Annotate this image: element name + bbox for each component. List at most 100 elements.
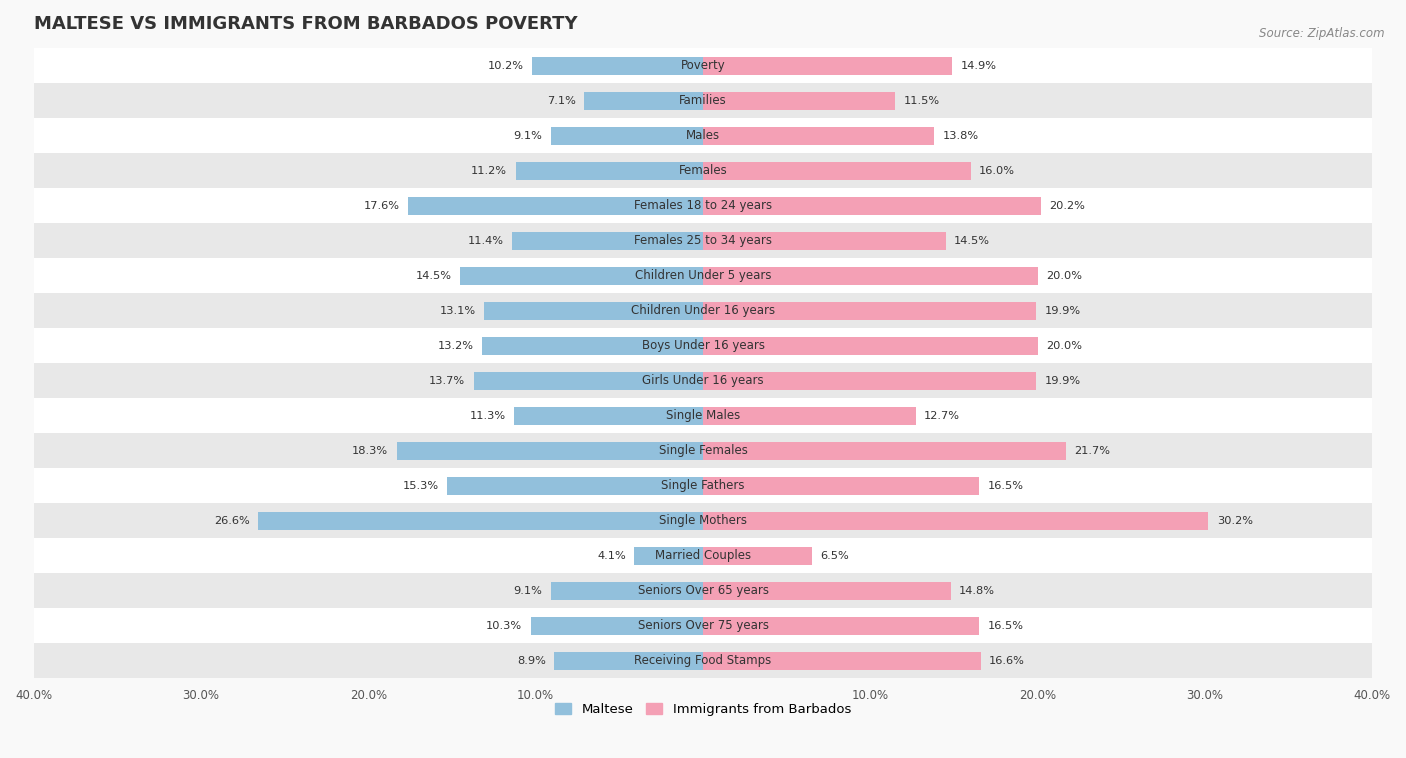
- Text: 16.0%: 16.0%: [979, 166, 1015, 176]
- Bar: [513, 407, 703, 424]
- Text: 11.3%: 11.3%: [470, 411, 506, 421]
- Bar: [34, 609, 1372, 644]
- Text: Males: Males: [686, 130, 720, 143]
- Bar: [703, 267, 1038, 285]
- Bar: [34, 224, 1372, 258]
- Bar: [703, 197, 1040, 215]
- Bar: [34, 153, 1372, 189]
- Text: Boys Under 16 years: Boys Under 16 years: [641, 340, 765, 352]
- Text: Females 25 to 34 years: Females 25 to 34 years: [634, 234, 772, 247]
- Bar: [703, 302, 1036, 320]
- Text: 16.6%: 16.6%: [990, 656, 1025, 666]
- Bar: [554, 652, 703, 669]
- Bar: [34, 399, 1372, 434]
- Text: 20.0%: 20.0%: [1046, 271, 1083, 281]
- Bar: [703, 127, 934, 145]
- Bar: [409, 197, 703, 215]
- Bar: [34, 293, 1372, 328]
- Text: Children Under 5 years: Children Under 5 years: [634, 269, 772, 283]
- Bar: [530, 617, 703, 634]
- Text: 13.1%: 13.1%: [439, 306, 475, 316]
- Bar: [703, 512, 1208, 530]
- Bar: [703, 617, 979, 634]
- Text: Females 18 to 24 years: Females 18 to 24 years: [634, 199, 772, 212]
- Bar: [703, 162, 970, 180]
- Text: 4.1%: 4.1%: [598, 551, 626, 561]
- Text: 16.5%: 16.5%: [987, 481, 1024, 491]
- Bar: [484, 302, 703, 320]
- Bar: [34, 573, 1372, 609]
- Text: Married Couples: Married Couples: [655, 550, 751, 562]
- Bar: [34, 363, 1372, 399]
- Text: 14.9%: 14.9%: [960, 61, 997, 71]
- Bar: [257, 512, 703, 530]
- Text: Seniors Over 65 years: Seniors Over 65 years: [637, 584, 769, 597]
- Bar: [583, 92, 703, 110]
- Bar: [396, 442, 703, 459]
- Text: 18.3%: 18.3%: [353, 446, 388, 456]
- Text: 10.3%: 10.3%: [486, 621, 522, 631]
- Text: 11.5%: 11.5%: [904, 96, 941, 106]
- Bar: [634, 547, 703, 565]
- Bar: [460, 267, 703, 285]
- Text: 20.0%: 20.0%: [1046, 341, 1083, 351]
- Text: Children Under 16 years: Children Under 16 years: [631, 305, 775, 318]
- Bar: [34, 434, 1372, 468]
- Bar: [34, 258, 1372, 293]
- Text: Families: Families: [679, 95, 727, 108]
- Text: 20.2%: 20.2%: [1049, 201, 1085, 211]
- Legend: Maltese, Immigrants from Barbados: Maltese, Immigrants from Barbados: [555, 703, 851, 716]
- Text: 12.7%: 12.7%: [924, 411, 960, 421]
- Bar: [703, 372, 1036, 390]
- Bar: [474, 372, 703, 390]
- Bar: [34, 503, 1372, 538]
- Text: 14.5%: 14.5%: [955, 236, 990, 246]
- Text: 13.8%: 13.8%: [942, 131, 979, 141]
- Bar: [551, 582, 703, 600]
- Text: Single Males: Single Males: [666, 409, 740, 422]
- Bar: [703, 232, 946, 249]
- Text: 11.4%: 11.4%: [468, 236, 503, 246]
- Text: 10.2%: 10.2%: [488, 61, 524, 71]
- Text: 11.2%: 11.2%: [471, 166, 508, 176]
- Bar: [34, 118, 1372, 153]
- Bar: [34, 328, 1372, 363]
- Text: 9.1%: 9.1%: [513, 586, 543, 596]
- Bar: [703, 92, 896, 110]
- Text: 17.6%: 17.6%: [364, 201, 401, 211]
- Bar: [516, 162, 703, 180]
- Text: 8.9%: 8.9%: [517, 656, 546, 666]
- Text: Girls Under 16 years: Girls Under 16 years: [643, 374, 763, 387]
- Text: Seniors Over 75 years: Seniors Over 75 years: [637, 619, 769, 632]
- Text: Source: ZipAtlas.com: Source: ZipAtlas.com: [1260, 27, 1385, 39]
- Bar: [447, 478, 703, 495]
- Text: 30.2%: 30.2%: [1216, 516, 1253, 526]
- Bar: [533, 57, 703, 75]
- Text: 6.5%: 6.5%: [820, 551, 849, 561]
- Text: 14.5%: 14.5%: [416, 271, 451, 281]
- Text: MALTESE VS IMMIGRANTS FROM BARBADOS POVERTY: MALTESE VS IMMIGRANTS FROM BARBADOS POVE…: [34, 15, 578, 33]
- Bar: [34, 49, 1372, 83]
- Text: 13.2%: 13.2%: [437, 341, 474, 351]
- Text: 19.9%: 19.9%: [1045, 376, 1081, 386]
- Bar: [703, 442, 1066, 459]
- Bar: [512, 232, 703, 249]
- Bar: [34, 189, 1372, 224]
- Bar: [34, 83, 1372, 118]
- Text: Females: Females: [679, 164, 727, 177]
- Text: 13.7%: 13.7%: [429, 376, 465, 386]
- Bar: [703, 57, 952, 75]
- Bar: [703, 547, 811, 565]
- Text: 9.1%: 9.1%: [513, 131, 543, 141]
- Bar: [703, 582, 950, 600]
- Bar: [703, 337, 1038, 355]
- Text: 7.1%: 7.1%: [547, 96, 576, 106]
- Text: 15.3%: 15.3%: [402, 481, 439, 491]
- Text: 19.9%: 19.9%: [1045, 306, 1081, 316]
- Text: 14.8%: 14.8%: [959, 586, 995, 596]
- Text: Single Fathers: Single Fathers: [661, 479, 745, 493]
- Bar: [34, 644, 1372, 678]
- Bar: [703, 478, 979, 495]
- Text: 16.5%: 16.5%: [987, 621, 1024, 631]
- Bar: [482, 337, 703, 355]
